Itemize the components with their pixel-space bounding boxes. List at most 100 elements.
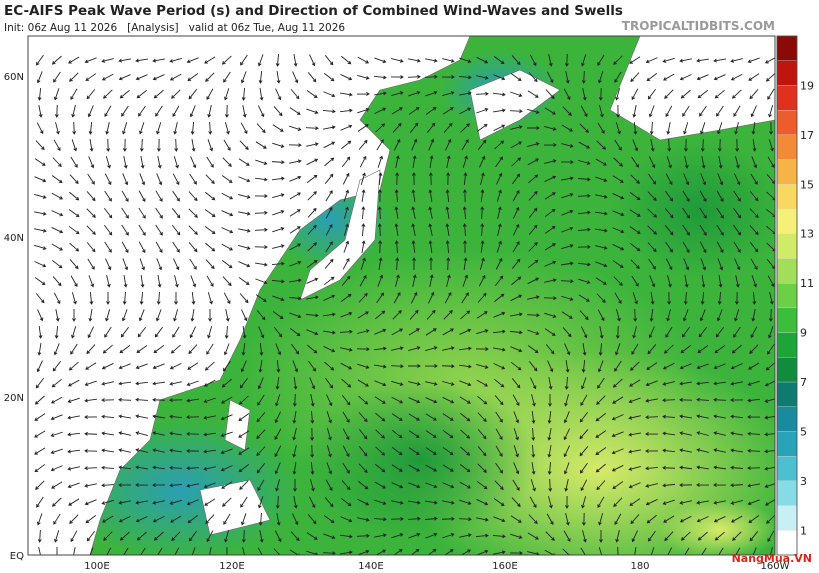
arrow: [497, 223, 502, 236]
arrow: [765, 362, 775, 371]
arrow: [34, 261, 47, 268]
arrow: [378, 172, 383, 186]
arrow: [339, 534, 353, 539]
arrow: [459, 57, 472, 64]
arrow: [696, 448, 709, 453]
arrow: [310, 444, 315, 458]
arrow: [561, 226, 574, 233]
arrow: [191, 291, 196, 305]
arrow: [460, 412, 471, 422]
arrow: [718, 275, 723, 288]
arrow: [391, 413, 403, 421]
arrow: [662, 381, 675, 386]
arrow: [697, 345, 709, 353]
arrow: [395, 172, 400, 186]
arrow: [50, 431, 63, 437]
arrow: [224, 122, 230, 135]
arrow: [36, 360, 43, 373]
arrow: [67, 482, 80, 489]
arrow: [547, 461, 552, 475]
arrow: [153, 345, 165, 354]
arrow: [650, 547, 655, 555]
arrow: [699, 241, 707, 254]
arrow: [306, 142, 319, 147]
arrow: [67, 415, 80, 420]
arrow: [632, 105, 637, 118]
arrow: [257, 377, 264, 390]
arrow: [614, 513, 622, 525]
arrow: [412, 274, 417, 287]
arrow: [169, 414, 183, 419]
arrow: [121, 309, 128, 322]
arrow: [444, 291, 452, 304]
arrow: [765, 499, 775, 506]
arrow: [598, 87, 603, 101]
colorbar-label: 11: [800, 277, 814, 290]
arrow: [306, 295, 319, 300]
arrow: [157, 547, 163, 555]
arrow: [238, 413, 250, 421]
arrow: [444, 549, 454, 555]
arrow: [734, 291, 739, 305]
arrow: [209, 547, 212, 555]
arrow: [375, 310, 386, 320]
arrow: [684, 138, 688, 152]
watermark: NangMua.VN: [732, 552, 812, 565]
arrow: [747, 431, 761, 436]
arrow: [238, 261, 251, 268]
arrow: [35, 293, 45, 304]
arrow: [69, 191, 80, 201]
arrow: [203, 466, 216, 471]
arrow: [428, 138, 435, 151]
arrow: [408, 91, 421, 97]
arrow: [679, 515, 692, 523]
arrow: [208, 121, 213, 135]
arrow: [226, 546, 228, 555]
arrow: [476, 311, 488, 319]
arrow: [358, 292, 368, 303]
arrow: [664, 89, 674, 99]
arrow: [238, 395, 249, 405]
arrow: [735, 275, 740, 288]
arrow: [169, 448, 183, 453]
arrow: [391, 464, 403, 472]
arrow: [84, 57, 97, 64]
arrow: [69, 242, 80, 252]
arrow: [579, 429, 589, 440]
arrow: [546, 513, 554, 526]
arrow: [730, 448, 743, 453]
arrow: [563, 428, 571, 441]
arrow: [645, 398, 658, 403]
arrow: [510, 73, 522, 81]
map-area: [28, 36, 775, 555]
arrow: [649, 121, 654, 135]
arrow: [101, 499, 114, 505]
arrow: [325, 241, 333, 253]
arrow: [325, 377, 334, 389]
arrow: [169, 381, 182, 386]
arrow: [476, 499, 489, 506]
arrow: [239, 377, 248, 389]
arrow: [713, 58, 726, 63]
arrow: [747, 448, 761, 453]
arrow: [494, 140, 505, 150]
arrow: [186, 483, 199, 488]
arrow: [238, 447, 250, 455]
arrow: [751, 121, 756, 135]
arrow: [123, 156, 128, 169]
arrow: [101, 363, 114, 370]
arrow: [713, 381, 727, 386]
arrow: [293, 478, 297, 492]
arrow: [271, 261, 285, 266]
arrow: [374, 380, 387, 387]
arrow: [324, 55, 334, 66]
arrow: [544, 225, 556, 234]
arrow: [190, 309, 195, 322]
arrow: [577, 227, 591, 232]
arrow: [310, 394, 315, 407]
arrow: [135, 414, 148, 419]
arrow: [597, 309, 605, 322]
arrow: [614, 71, 622, 83]
arrow: [749, 225, 759, 236]
arrow: [628, 415, 641, 420]
